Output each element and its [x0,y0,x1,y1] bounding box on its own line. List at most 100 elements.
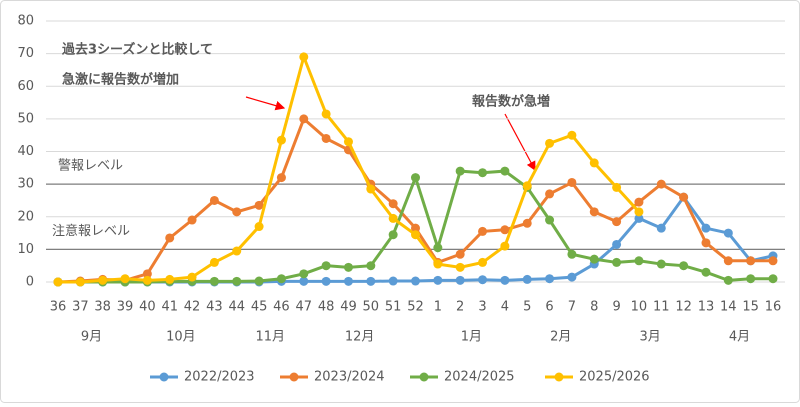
data-point [500,275,510,285]
data-point [299,114,309,124]
y-tick-label: 0 [26,275,34,290]
x-tick-label: 14 [720,300,737,315]
data-point [679,261,689,271]
data-point [187,215,197,225]
annotation: 報告数が急増 [472,94,550,110]
data-point [634,207,644,217]
data-point [768,256,778,266]
data-point [321,276,331,286]
data-point [388,199,398,209]
x-tick-label: 51 [385,300,402,315]
data-point [142,275,152,285]
data-point [98,275,108,285]
month-label: 12月 [345,330,375,345]
data-point [589,158,599,168]
data-point [433,275,443,285]
annotation: 過去3シーズンと比較して [61,42,213,58]
x-tick-label: 36 [50,300,67,315]
x-tick-label: 3 [478,300,486,315]
data-point [165,274,175,284]
annotation-arrow [504,113,536,172]
month-label: 2月 [550,330,571,345]
data-point [746,274,756,284]
data-point [366,184,376,194]
x-tick-label: 15 [742,300,759,315]
data-point [232,276,242,286]
level-label: 注意報レベル [52,223,130,239]
legend-label: 2024/2025 [444,370,515,385]
data-point [343,262,353,272]
month-label: 11月 [255,330,285,345]
data-point [53,277,63,287]
x-tick-label: 10 [631,300,648,315]
data-point [634,256,644,266]
data-point [321,133,331,143]
legend-swatch [159,372,169,382]
data-point [455,275,465,285]
data-point [679,192,689,202]
data-point [254,200,264,210]
data-point [254,276,264,286]
data-point [411,276,420,286]
legend-swatch [554,372,564,382]
x-tick-label: 9 [612,300,620,315]
data-point [209,195,219,205]
data-point [209,276,219,286]
x-tick-label: 8 [590,300,598,315]
data-point [254,222,264,232]
data-point [343,137,353,147]
x-tick-label: 47 [296,300,313,315]
data-point [276,135,286,145]
month-label: 4月 [729,330,750,345]
x-tick-label: 40 [139,300,156,315]
x-tick-label: 44 [228,300,245,315]
data-point [75,277,85,287]
x-tick-label: 46 [273,300,290,315]
month-label: 9月 [81,330,102,345]
x-tick-label: 6 [545,300,553,315]
data-point [589,254,599,264]
data-point [455,262,465,272]
x-tick-label: 7 [568,300,576,315]
data-point [612,239,622,249]
data-point [299,269,309,279]
data-point [567,272,577,282]
legend-label: 2025/2026 [579,370,650,385]
data-point [656,223,666,233]
y-tick-label: 40 [17,144,34,159]
data-point [433,243,443,253]
x-tick-label: 39 [117,300,134,315]
data-point [321,261,331,271]
x-tick-label: 52 [407,300,424,315]
y-tick-label: 10 [17,242,34,257]
x-tick-label: 12 [675,300,692,315]
data-point [388,276,398,286]
data-point [276,274,286,284]
y-tick-label: 30 [17,177,34,192]
x-tick-label: 41 [161,300,178,315]
data-point [612,257,622,267]
data-point [634,197,644,207]
data-point [768,274,778,284]
data-point [567,177,577,187]
data-point [701,238,711,248]
data-point [276,173,286,183]
data-point [343,276,353,286]
data-point [299,52,309,62]
data-point [478,168,488,178]
data-point [366,261,376,271]
x-tick-label: 2 [456,300,464,315]
data-point [455,166,465,176]
data-point [500,241,510,251]
x-tick-label: 4 [501,300,509,315]
data-point [612,182,622,192]
data-point [187,272,197,282]
data-point [411,173,420,183]
data-point [723,256,733,266]
data-point [388,213,398,223]
data-point [120,274,130,284]
month-label: 3月 [639,330,660,345]
data-point [232,207,242,217]
legend-swatch [289,372,299,382]
